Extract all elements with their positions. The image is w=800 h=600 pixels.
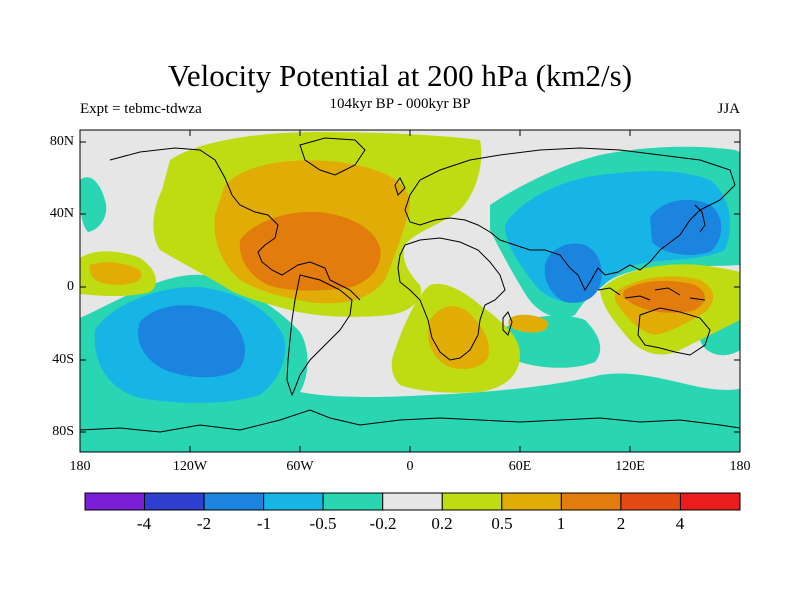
- season-label: JJA: [717, 101, 740, 117]
- colorbar-label-1: -4: [136, 514, 152, 533]
- x-label-120w: 120W: [172, 459, 208, 474]
- x-label-180e: 180: [729, 459, 751, 474]
- colorbar-box-9: [560, 492, 622, 511]
- north-america-coast: [109, 147, 361, 301]
- contour-neg02-pacific-east: [80, 177, 107, 232]
- colorbar-label-8: 1: [556, 514, 566, 533]
- y-label-40n: 40N: [49, 206, 74, 221]
- antarctica-coast: [80, 409, 740, 433]
- colorbar-box-6: [382, 492, 443, 511]
- south-america-coast: [286, 274, 353, 397]
- eurasia-coast: [404, 147, 736, 292]
- coastlines: [80, 137, 740, 433]
- x-label-0: 0: [406, 459, 414, 474]
- contour-pos05-west-pacific: [89, 262, 142, 285]
- colorbar-box-11: [679, 492, 741, 511]
- contour-pos05-madagascar: [508, 314, 549, 333]
- colorbar-label-2: -2: [196, 514, 212, 533]
- indonesia-islands: [597, 287, 706, 301]
- colorbar-label-5: -0.2: [369, 514, 397, 533]
- japan-coast: [694, 204, 706, 233]
- y-ticks: [80, 141, 740, 433]
- colorbar-box-3: [203, 492, 265, 511]
- y-label-0: 0: [67, 279, 74, 294]
- y-label-80n: 80N: [49, 134, 74, 149]
- contour-pos05-africa: [428, 306, 489, 370]
- colorbar-box-2: [144, 492, 205, 511]
- x-label-60e: 60E: [508, 459, 532, 474]
- contour-neg1-south-pacific: [137, 305, 245, 378]
- colorbar-label-4: -0.5: [309, 514, 337, 533]
- experiment-label: Expt = tebmc-tdwza: [80, 101, 202, 117]
- y-label-40s: 40S: [52, 352, 74, 367]
- period-label: 104kyr BP - 000kyr BP: [329, 96, 471, 112]
- uk-coast: [394, 177, 406, 196]
- colorbar-box-7: [441, 492, 503, 511]
- contour-neg1-india: [544, 243, 602, 303]
- madagascar-coast: [502, 311, 513, 336]
- colorbar: [84, 492, 741, 511]
- contour-field: [80, 130, 740, 452]
- y-label-80s: 80S: [52, 424, 74, 439]
- contour-neg05-tibet: [599, 225, 651, 257]
- colorbar-label-10: 4: [675, 514, 685, 533]
- colorbar-label-7: 0.5: [491, 514, 513, 533]
- colorbar-label-3: -1: [256, 514, 272, 533]
- contour-pos1-maritime: [623, 280, 705, 313]
- colorbar-box-1: [84, 492, 146, 511]
- x-label-120e: 120E: [615, 459, 645, 474]
- colorbar-box-5: [322, 492, 384, 511]
- colorbar-box-4: [263, 492, 324, 511]
- x-ticks: [79, 130, 741, 452]
- colorbar-box-8: [501, 492, 562, 511]
- africa-coast: [397, 237, 506, 361]
- australia-coast: [637, 307, 711, 356]
- colorbar-box-10: [620, 492, 681, 511]
- greenland-coast: [299, 137, 366, 176]
- x-label-180w: 180: [69, 459, 91, 474]
- colorbar-label-6: 0.2: [431, 514, 453, 533]
- x-label-60w: 60W: [286, 459, 314, 474]
- colorbar-label-9: 2: [616, 514, 626, 533]
- figure-title: Velocity Potential at 200 hPa (km2/s): [167, 58, 633, 93]
- contour-pos1-atlantic: [239, 211, 381, 291]
